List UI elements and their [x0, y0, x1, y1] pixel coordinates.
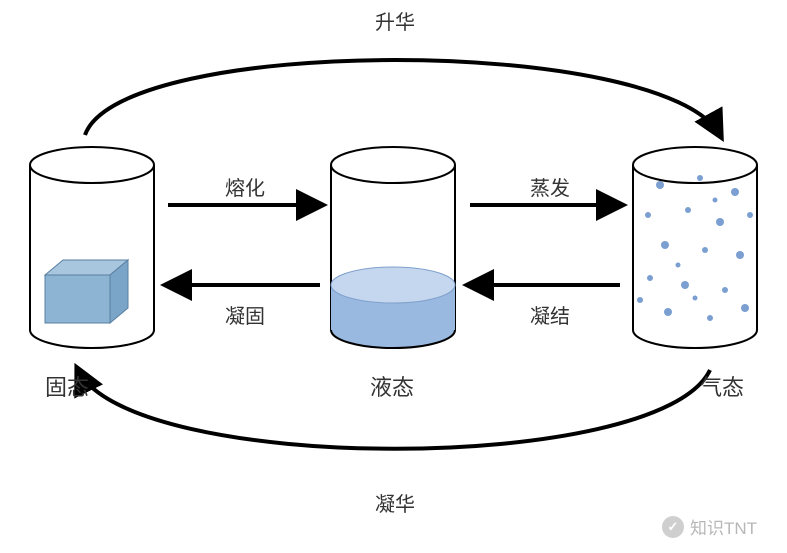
watermark-text: 知识TNT: [690, 514, 757, 539]
phase-diagram: [0, 0, 787, 553]
arrow-sublimation: [85, 60, 720, 135]
watermark-icon: ✓: [662, 516, 684, 538]
deposition-label: 凝华: [375, 488, 415, 517]
melting-label: 熔化: [225, 172, 265, 201]
condensation-label: 凝结: [530, 300, 570, 329]
solid-state-cylinder: [30, 147, 154, 348]
gas-particles: [637, 175, 753, 321]
liquid-surface: [331, 267, 455, 303]
solidification-label: 凝固: [225, 300, 265, 329]
sublimation-label: 升华: [375, 6, 415, 35]
solid-block: [45, 260, 128, 323]
evaporation-label: 蒸发: [530, 172, 570, 201]
gas-label: 气态: [700, 370, 744, 402]
liquid-label: 液态: [370, 370, 414, 402]
watermark: ✓ 知识TNT: [662, 514, 757, 539]
gas-state-cylinder: [633, 147, 757, 348]
liquid-state-cylinder: [331, 147, 455, 348]
solid-label: 固态: [45, 370, 89, 402]
